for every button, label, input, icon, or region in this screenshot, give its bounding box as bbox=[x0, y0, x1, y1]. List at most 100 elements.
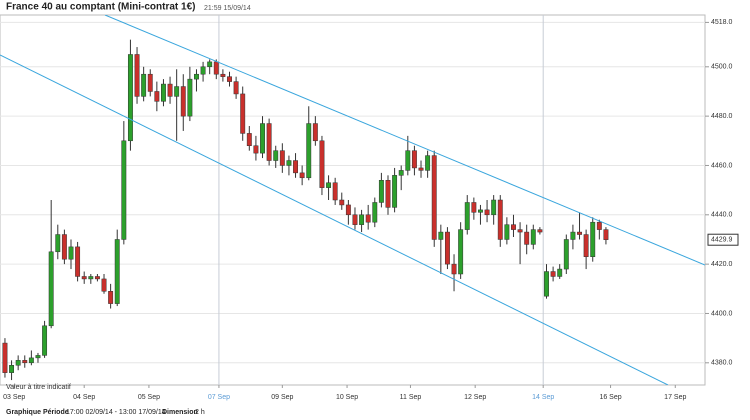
x-tick-label: 16 Sep bbox=[599, 394, 621, 401]
candle-body bbox=[392, 175, 398, 208]
footer-label: Graphique Période bbox=[6, 409, 69, 416]
x-tick-label: 05 Sep bbox=[138, 394, 160, 401]
candle-body bbox=[524, 231, 530, 245]
candle-body bbox=[240, 93, 246, 134]
chart-title: France 40 au comptant (Mini-contrat 1€) bbox=[6, 2, 195, 13]
x-tick-label: 17 Sep bbox=[664, 394, 686, 401]
candle-body bbox=[260, 123, 265, 154]
candle-body bbox=[471, 202, 477, 213]
candle-body bbox=[425, 155, 431, 171]
candle-body bbox=[2, 342, 8, 373]
last-price-box bbox=[707, 233, 739, 246]
candle-body bbox=[557, 268, 563, 277]
candle-body bbox=[345, 204, 351, 216]
candle-body bbox=[35, 355, 41, 359]
candle-body bbox=[127, 54, 133, 142]
candle-body bbox=[121, 140, 127, 240]
candle-body bbox=[194, 73, 199, 80]
candle-body bbox=[517, 229, 523, 233]
candle-body bbox=[299, 172, 305, 179]
candle-body bbox=[418, 167, 424, 171]
candle-body bbox=[385, 180, 391, 208]
candle-body bbox=[28, 357, 34, 364]
candle-body bbox=[207, 61, 213, 68]
candle-body bbox=[279, 150, 285, 166]
x-tick-label: 14 Sep bbox=[532, 394, 554, 401]
candle-body bbox=[332, 182, 338, 201]
candle-body bbox=[596, 221, 602, 230]
candle-body bbox=[108, 291, 114, 304]
y-tick-label: 4440.0 bbox=[711, 212, 733, 219]
candle-body bbox=[114, 239, 120, 304]
candle-body bbox=[319, 140, 325, 188]
candle-body bbox=[550, 271, 556, 277]
timestamp: 21:59 15/09/14 bbox=[204, 5, 251, 12]
candle-body bbox=[180, 86, 186, 117]
trend-line bbox=[0, 54, 669, 385]
candle-body bbox=[94, 276, 100, 280]
note: Valeur à titre indicatif bbox=[6, 384, 71, 391]
candle-body bbox=[174, 86, 180, 97]
candle-body bbox=[15, 360, 21, 366]
candle-body bbox=[411, 150, 417, 169]
candle-body bbox=[484, 209, 490, 216]
candle-body bbox=[570, 231, 576, 240]
footer-value: 2 h bbox=[195, 409, 205, 416]
y-tick-label: 4460.0 bbox=[711, 162, 733, 169]
y-tick-label: 4380.0 bbox=[711, 360, 733, 367]
candle-body bbox=[352, 214, 358, 225]
y-tick-label: 4480.0 bbox=[711, 113, 733, 120]
y-tick-label: 4400.0 bbox=[711, 310, 733, 317]
candle-body bbox=[451, 263, 457, 275]
candle-body bbox=[147, 73, 153, 92]
candle-body bbox=[326, 182, 332, 188]
candle-body bbox=[491, 199, 497, 216]
y-tick-label: 4420.0 bbox=[711, 261, 733, 268]
candle-body bbox=[68, 246, 74, 260]
candle-body bbox=[478, 209, 483, 213]
candle-body bbox=[266, 123, 272, 161]
candle-body bbox=[398, 170, 404, 176]
candle-body bbox=[200, 66, 206, 75]
candle-body bbox=[61, 234, 67, 260]
candle-body bbox=[48, 251, 54, 327]
candle-body bbox=[9, 365, 15, 373]
last-price: 4429.9 bbox=[711, 237, 733, 244]
plot-area bbox=[0, 14, 706, 386]
candle-body bbox=[372, 202, 378, 223]
candle-body bbox=[590, 221, 596, 257]
candle-body bbox=[431, 155, 437, 240]
footer-value: 17:00 02/09/14 - 13:00 17/09/14 bbox=[66, 409, 166, 416]
candle-body bbox=[444, 231, 450, 265]
candle-body bbox=[603, 229, 609, 240]
candle-body bbox=[293, 160, 298, 174]
candle-body bbox=[504, 224, 510, 240]
candle-body bbox=[438, 231, 444, 240]
candle-body bbox=[544, 271, 549, 297]
x-tick-label: 12 Sep bbox=[464, 394, 486, 401]
candle-body bbox=[81, 276, 87, 280]
x-tick-label: 10 Sep bbox=[336, 394, 358, 401]
candle-body bbox=[339, 199, 345, 206]
candle-body bbox=[167, 83, 173, 97]
candle-body bbox=[75, 246, 81, 277]
candle-body bbox=[365, 214, 371, 223]
trend-line bbox=[104, 15, 705, 266]
y-tick-label: 4518.0 bbox=[711, 19, 733, 26]
candle-body bbox=[22, 360, 28, 364]
candle-body bbox=[55, 234, 61, 253]
candle-body bbox=[233, 81, 239, 95]
x-tick-label: 03 Sep bbox=[3, 394, 25, 401]
candle-body bbox=[458, 229, 464, 275]
candle-body bbox=[577, 231, 582, 235]
candle-body bbox=[583, 234, 589, 257]
candle-body bbox=[187, 78, 193, 117]
candle-body bbox=[141, 73, 147, 97]
candle-body bbox=[563, 239, 569, 270]
y-tick-label: 4500.0 bbox=[711, 64, 733, 71]
candle-body bbox=[88, 276, 94, 280]
x-tick-label: 11 Sep bbox=[400, 394, 422, 401]
candle-body bbox=[101, 278, 107, 292]
candle-body bbox=[161, 83, 166, 102]
